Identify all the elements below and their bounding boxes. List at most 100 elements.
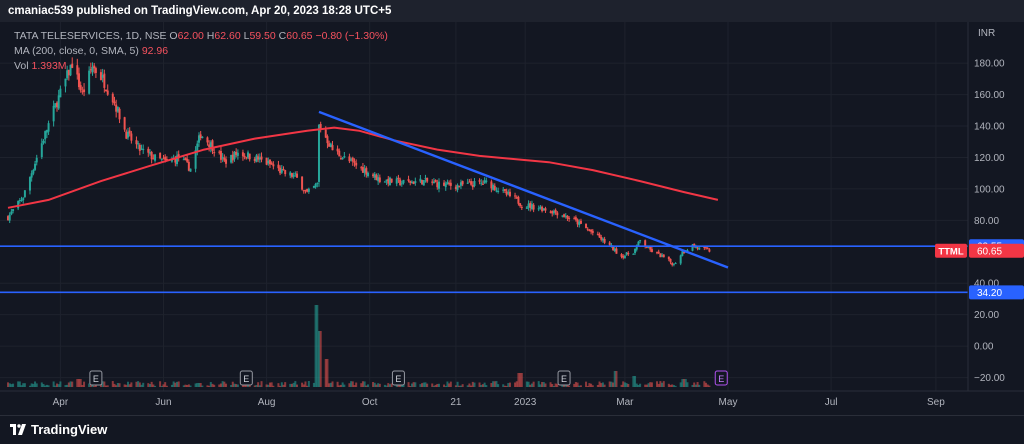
- volume-bar: [492, 381, 495, 387]
- candle-body: [186, 158, 189, 162]
- legend-ma-label: MA (200, close, 0, SMA, 5): [14, 45, 139, 57]
- volume-bar: [292, 382, 295, 387]
- candle-body: [585, 223, 588, 229]
- volume-bar: [127, 381, 129, 387]
- candle-body: [34, 163, 37, 170]
- candle-body: [135, 140, 138, 145]
- volume-bar: [42, 384, 45, 387]
- candle-body: [554, 209, 557, 213]
- descending-trendline: [318, 110, 729, 269]
- price-label-box: [969, 243, 1024, 258]
- volume-bar: [40, 382, 43, 387]
- candle-body: [189, 168, 192, 172]
- volume-bar: [471, 381, 474, 387]
- candle-body: [258, 157, 261, 160]
- volume-bar: [101, 381, 104, 387]
- candle-body: [28, 177, 31, 191]
- legend-volume[interactable]: Vol 1.393M: [14, 60, 67, 72]
- time-axis-tick: Apr: [53, 397, 69, 408]
- volume-bar: [578, 385, 581, 387]
- candle-body: [556, 212, 559, 216]
- candle-body: [456, 185, 459, 190]
- candle-body: [338, 150, 341, 157]
- price-chart[interactable]: E E E E E INR 180.00 160.00 140.00 120.00 100.00 80…: [0, 22, 1024, 415]
- candle-body: [329, 143, 332, 147]
- volume-bar: [17, 381, 20, 387]
- volume-bar: [466, 385, 469, 387]
- volume-bar: [213, 384, 216, 387]
- tradingview-logo-icon: [10, 424, 26, 435]
- volume-bar: [336, 381, 339, 387]
- candle-body: [576, 219, 579, 225]
- volume-bar: [519, 373, 522, 387]
- volume-bar: [304, 381, 307, 387]
- volume-bar: [137, 381, 140, 387]
- volume-bar: [23, 383, 26, 387]
- volume-bar: [165, 385, 168, 387]
- volume-bar: [219, 383, 222, 387]
- volume-bar: [44, 385, 47, 387]
- volume-bar: [437, 383, 440, 387]
- candle-body: [596, 233, 599, 235]
- earnings-marker-label: E: [93, 374, 99, 384]
- volume-bar: [508, 382, 511, 387]
- candle-body: [410, 181, 413, 184]
- candle-body: [235, 151, 238, 155]
- candle-body: [243, 155, 246, 157]
- candle-body: [184, 157, 187, 161]
- candle-body: [443, 182, 446, 186]
- candle-body: [177, 154, 180, 159]
- candle-body: [230, 154, 233, 163]
- volume-bar: [493, 381, 496, 387]
- earnings-marker: [391, 370, 405, 386]
- legend-ma[interactable]: MA (200, close, 0, SMA, 5) 92.96: [14, 45, 168, 57]
- volume-bar: [57, 384, 60, 387]
- volume-bar: [390, 383, 393, 387]
- candle-body: [573, 218, 576, 220]
- tradingview-brand[interactable]: TradingView: [10, 422, 107, 437]
- volume-bar: [10, 384, 13, 387]
- candle-body: [128, 130, 131, 134]
- volume-bar: [574, 382, 577, 387]
- candle-body: [69, 64, 72, 76]
- volume-bar: [473, 382, 476, 387]
- volume-bar: [280, 382, 283, 387]
- plot-background: [0, 22, 1024, 415]
- volume-bar: [267, 384, 270, 387]
- volume-bar: [409, 385, 412, 387]
- candle-body: [507, 192, 510, 194]
- candle-body: [659, 253, 662, 258]
- candle-body: [201, 136, 204, 139]
- symbol-tag: TTML: [938, 246, 964, 257]
- candle-body: [231, 154, 234, 161]
- candle-body: [551, 210, 554, 214]
- candle-body: [667, 256, 670, 260]
- volume-bar: [645, 384, 648, 387]
- volume-bar: [301, 382, 304, 387]
- volume-bar: [625, 383, 628, 387]
- candle-body: [147, 148, 150, 153]
- candle-body: [563, 214, 566, 217]
- candle-body: [154, 154, 157, 161]
- candle-body: [634, 248, 637, 254]
- volume-bar: [363, 381, 366, 387]
- volume-bar: [88, 383, 91, 387]
- candle-body: [497, 190, 500, 192]
- volume-bar: [351, 381, 354, 387]
- volume-bar: [681, 379, 684, 387]
- candle-body: [422, 180, 425, 186]
- volume-bar: [449, 381, 452, 387]
- volume-bar: [527, 381, 530, 387]
- candle-body: [18, 200, 21, 202]
- candle-body: [552, 210, 555, 214]
- candle-body: [67, 69, 70, 76]
- candle-body: [23, 190, 26, 197]
- candle-body: [703, 246, 706, 248]
- candle-body: [54, 103, 57, 107]
- volume-bar: [353, 385, 356, 387]
- time-axis-tick: 21: [450, 397, 462, 408]
- volume-bar: [478, 382, 481, 387]
- candle-body: [260, 156, 263, 160]
- candle-body: [170, 159, 173, 162]
- legend-ma-value: 92.96: [141, 45, 169, 57]
